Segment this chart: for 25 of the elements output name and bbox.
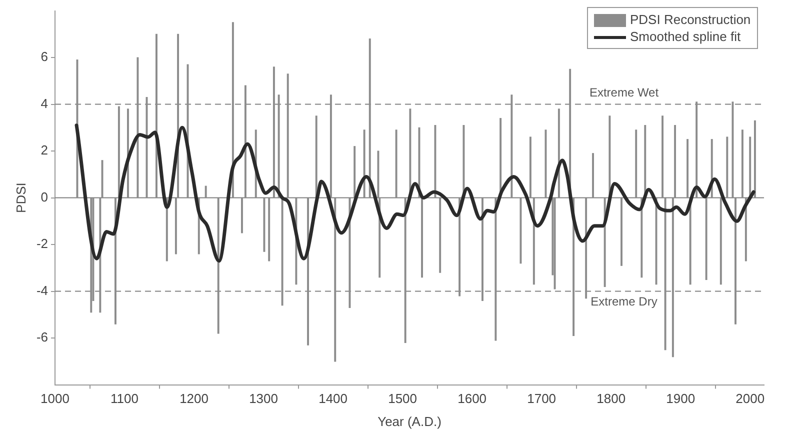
x-tick-label: 1400 bbox=[318, 391, 348, 406]
y-tick-label: -4 bbox=[36, 282, 48, 298]
y-tick-label: 0 bbox=[40, 189, 48, 204]
x-tick-label: 1500 bbox=[388, 391, 418, 406]
x-tick-label: 1200 bbox=[180, 391, 208, 406]
y-axis-title: PDSI bbox=[13, 182, 28, 213]
ref-line-label: Extreme Wet bbox=[589, 86, 660, 100]
legend-label: PDSI Reconstruction bbox=[630, 12, 751, 27]
x-tick-label: 1300 bbox=[249, 391, 278, 406]
x-tick-label: 1600 bbox=[458, 391, 487, 406]
line-series bbox=[74, 124, 756, 263]
y-tick-label: 4 bbox=[40, 96, 48, 111]
x-axis-title: Year (A.D.) bbox=[378, 414, 442, 429]
y-tick-label: -6 bbox=[36, 330, 48, 345]
y-tick-label: -2 bbox=[36, 236, 48, 252]
x-tick-label: 1900 bbox=[666, 391, 696, 406]
y-tick-label: 2 bbox=[40, 142, 48, 158]
legend-label: Smoothed spline fit bbox=[630, 28, 741, 44]
x-tick-label: 2000 bbox=[736, 391, 765, 406]
x-tick-label: 1700 bbox=[527, 391, 556, 406]
y-tick-label: 6 bbox=[40, 49, 48, 64]
ref-line-label: Extreme Dry bbox=[590, 294, 658, 309]
x-tick-label: 1100 bbox=[110, 391, 138, 406]
x-tick-label: 1000 bbox=[40, 391, 70, 406]
x-tick-label: 1800 bbox=[596, 391, 626, 406]
